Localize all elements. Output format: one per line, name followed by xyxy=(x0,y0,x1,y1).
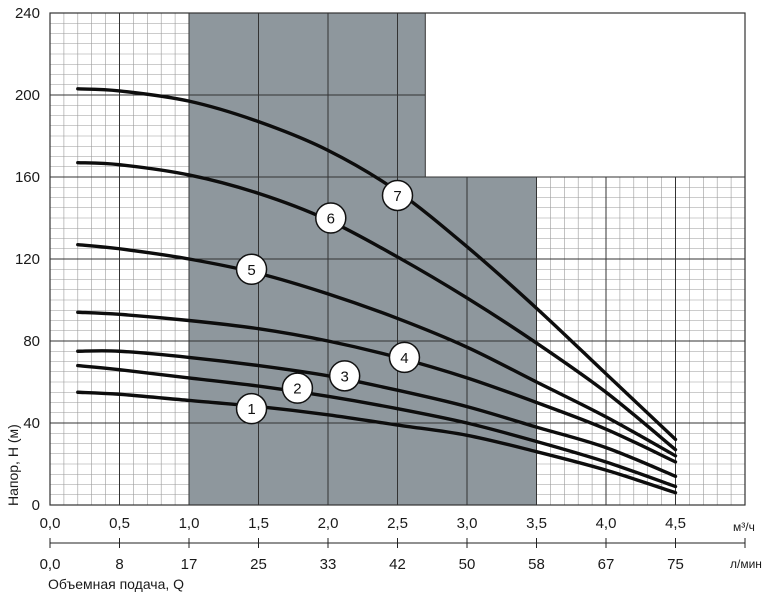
curve-label: 5 xyxy=(247,262,255,279)
series-line-4 xyxy=(76,310,678,464)
curve-label: 2 xyxy=(293,381,301,398)
y-axis-title: Напор, H (м) xyxy=(5,424,21,506)
x-tick-label: 4,5 xyxy=(665,515,686,532)
series-line-5 xyxy=(76,242,678,458)
x2-tick-label: 58 xyxy=(528,556,545,573)
y-tick-label: 0 xyxy=(32,497,40,514)
series-line-7 xyxy=(76,87,678,442)
y-tick-labels: 0 40 80 120 160 200 240 xyxy=(15,5,40,514)
secondary-x-axis xyxy=(49,538,746,548)
curve-label-circle xyxy=(235,253,268,285)
x2-tick-label: 42 xyxy=(389,556,406,573)
curve-label: 4 xyxy=(400,350,408,367)
curve-label: 7 xyxy=(393,188,401,205)
x-tick-label: 3,5 xyxy=(526,515,547,532)
x-tick-label: 1,5 xyxy=(248,515,269,532)
inset-blank-area xyxy=(425,13,745,177)
y-tick-label: 80 xyxy=(23,333,40,350)
series-line-2 xyxy=(76,363,678,489)
curve-label: 6 xyxy=(327,211,335,228)
x-tick-label: 3,0 xyxy=(457,515,478,532)
x-tick-label: 0,5 xyxy=(109,515,130,532)
x2-tick-label: 8 xyxy=(115,556,123,573)
x2-tick-label: 67 xyxy=(598,556,615,573)
x2-tick-label: 17 xyxy=(181,556,198,573)
x-unit-label: м³/ч xyxy=(733,520,755,534)
series-line-1 xyxy=(76,390,678,495)
series-line-3 xyxy=(76,349,678,478)
x-axis-title: Объемная подача, Q xyxy=(48,576,184,592)
curve-label-circle xyxy=(388,341,421,374)
curve-label-circle xyxy=(381,179,414,212)
x-tick-label: 1,0 xyxy=(179,515,200,532)
x-tick-label: 0,0 xyxy=(40,515,61,532)
curve-label: 1 xyxy=(247,401,255,418)
series-line-6 xyxy=(76,160,678,452)
x-tick-labels: 0,0 0,5 1,0 1,5 2,0 2,5 3,0 3,5 4,0 4,5 xyxy=(40,515,686,532)
x2-tick-label: 33 xyxy=(320,556,337,573)
x-tick-label: 2,0 xyxy=(318,515,339,532)
curve-label: 3 xyxy=(341,368,349,385)
plot-frame xyxy=(49,12,746,506)
inset-grid xyxy=(424,13,745,178)
x2-tick-label: 50 xyxy=(459,556,476,573)
curve-label-layer: 1 2 3 4 5 6 7 xyxy=(235,179,421,425)
curve-label-circle xyxy=(328,360,361,392)
x2-unit-label: л/мин xyxy=(730,557,762,571)
curve-label-circle xyxy=(281,372,314,404)
x2-tick-labels: 0,0 8 17 25 33 42 50 58 67 75 xyxy=(40,556,684,573)
x2-tick-label: 75 xyxy=(667,556,684,573)
curve-label-circle xyxy=(235,392,268,425)
y-tick-label: 40 xyxy=(23,415,40,432)
x2-tick-label: 0,0 xyxy=(40,556,61,573)
x-tick-label: 2,5 xyxy=(387,515,408,532)
y-tick-label: 240 xyxy=(15,5,40,22)
series-layer xyxy=(76,87,678,495)
x2-tick-label: 25 xyxy=(250,556,267,573)
y-tick-label: 160 xyxy=(15,169,40,186)
y-tick-label: 200 xyxy=(15,87,40,104)
curve-label-circle xyxy=(315,202,347,234)
y-tick-label: 120 xyxy=(15,251,40,268)
x-tick-label: 4,0 xyxy=(596,515,617,532)
